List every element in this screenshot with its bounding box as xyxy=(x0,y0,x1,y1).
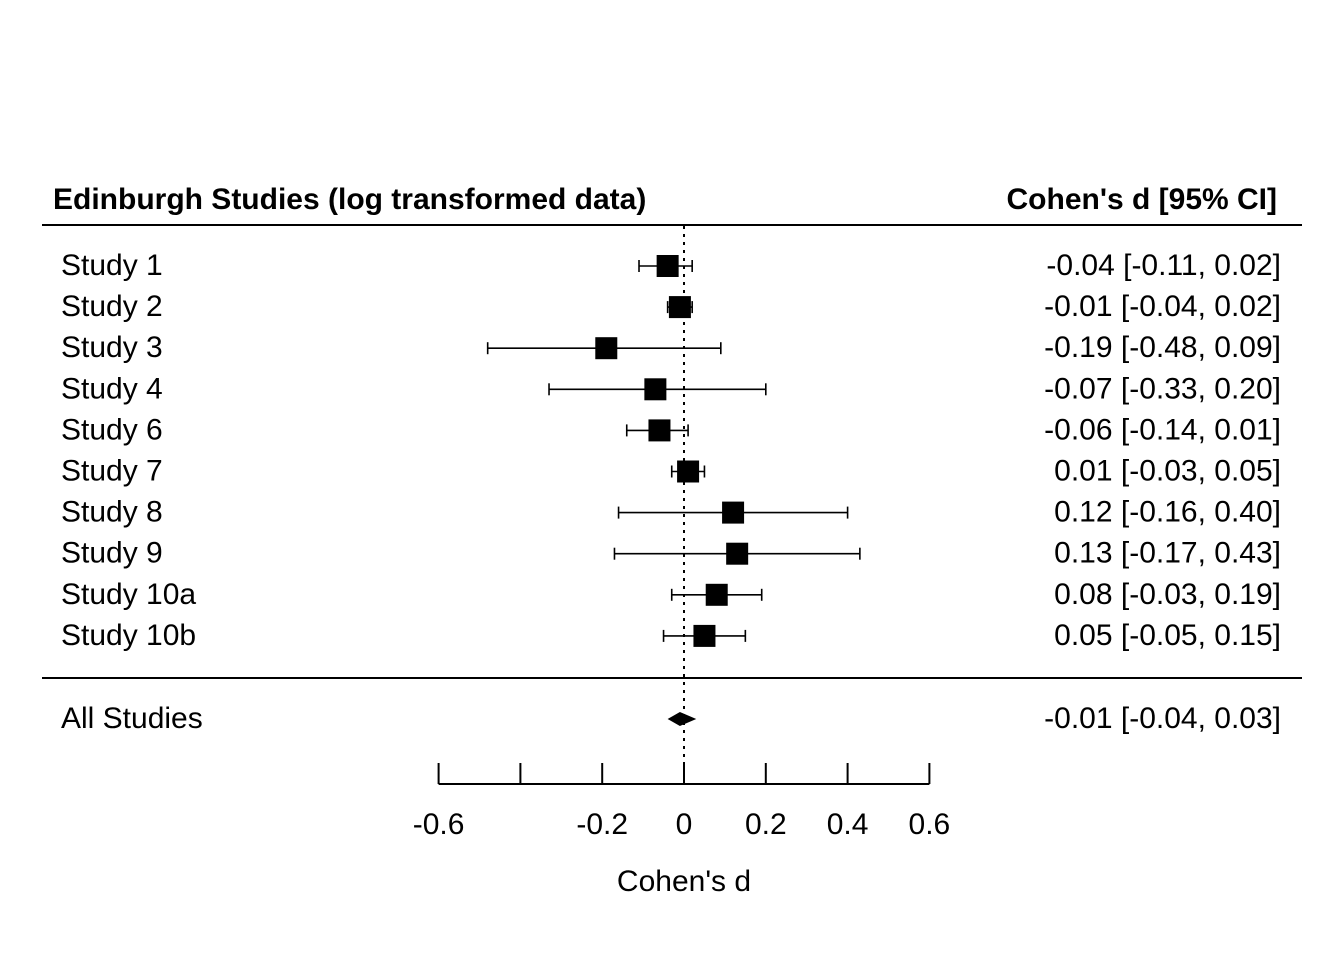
study-label: Study 10b xyxy=(61,619,196,652)
study-row: Study 6 -0.06 [-0.14, 0.01] xyxy=(61,413,1281,446)
x-tick-label: 0 xyxy=(676,808,693,841)
study-label: Study 1 xyxy=(61,249,163,282)
study-label: Study 8 xyxy=(61,496,163,529)
study-ci-text: -0.19 [-0.48, 0.09] xyxy=(1044,331,1281,364)
study-label: Study 6 xyxy=(61,413,163,446)
estimate-square xyxy=(726,542,749,565)
study-ci-text: -0.01 [-0.04, 0.02] xyxy=(1044,290,1281,323)
estimate-square xyxy=(648,419,671,442)
study-ci-text: -0.06 [-0.14, 0.01] xyxy=(1044,413,1281,446)
estimate-square xyxy=(722,501,745,524)
study-label: Study 2 xyxy=(61,290,163,323)
study-row: Study 9 0.13 [-0.17, 0.43] xyxy=(61,537,1281,570)
study-rows: Study 1 -0.04 [-0.11, 0.02] Study 2 -0.01 [… xyxy=(61,226,1281,764)
x-axis: -0.6 -0.2 0 0.2 0.4 0.6 xyxy=(413,763,951,841)
x-tick-label: 0.4 xyxy=(827,808,869,841)
x-tick-label: 0.2 xyxy=(745,808,787,841)
study-row: Study 10a 0.08 [-0.03, 0.19] xyxy=(61,578,1281,611)
x-axis-label: Cohen's d xyxy=(617,865,751,898)
study-row: Study 7 0.01 [-0.03, 0.05] xyxy=(61,455,1281,488)
study-row: Study 1 -0.04 [-0.11, 0.02] xyxy=(61,249,1281,282)
summary-ci-text: -0.01 [-0.04, 0.03] xyxy=(1044,702,1281,735)
study-ci-text: 0.08 [-0.03, 0.19] xyxy=(1054,578,1281,611)
estimate-square xyxy=(668,296,691,319)
chart-title-left: Edinburgh Studies (log transformed data) xyxy=(53,183,646,216)
study-label: Study 10a xyxy=(61,578,196,611)
study-row: Study 8 0.12 [-0.16, 0.40] xyxy=(61,496,1281,529)
study-ci-text: 0.05 [-0.05, 0.15] xyxy=(1054,619,1281,652)
x-tick-label: -0.2 xyxy=(576,808,628,841)
estimate-square xyxy=(595,337,618,360)
x-tick-label: -0.6 xyxy=(413,808,465,841)
study-ci-text: 0.13 [-0.17, 0.43] xyxy=(1054,537,1281,570)
study-label: Study 7 xyxy=(61,455,163,488)
study-label: Study 4 xyxy=(61,372,163,405)
summary-label: All Studies xyxy=(61,702,203,735)
study-row: Study 3 -0.19 [-0.48, 0.09] xyxy=(61,331,1281,364)
study-row: Study 10b 0.05 [-0.05, 0.15] xyxy=(61,619,1281,652)
study-ci-text: 0.01 [-0.03, 0.05] xyxy=(1054,455,1281,488)
chart-title-right: Cohen's d [95% CI] xyxy=(1007,183,1278,216)
estimate-square xyxy=(705,583,728,606)
x-tick-label: 0.6 xyxy=(909,808,951,841)
study-ci-text: -0.07 [-0.33, 0.20] xyxy=(1044,372,1281,405)
study-row: Study 2 -0.01 [-0.04, 0.02] xyxy=(61,290,1281,323)
estimate-square xyxy=(693,624,716,647)
study-label: Study 3 xyxy=(61,331,163,364)
summary-diamond xyxy=(667,712,697,726)
study-ci-text: 0.12 [-0.16, 0.40] xyxy=(1054,496,1281,529)
study-ci-text: -0.04 [-0.11, 0.02] xyxy=(1046,249,1281,282)
estimate-square xyxy=(644,378,667,401)
study-label: Study 9 xyxy=(61,537,163,570)
estimate-square xyxy=(677,460,700,483)
study-row: Study 4 -0.07 [-0.33, 0.20] xyxy=(61,372,1281,405)
estimate-square xyxy=(656,255,679,277)
summary-row: All Studies -0.01 [-0.04, 0.03] xyxy=(61,702,1281,735)
